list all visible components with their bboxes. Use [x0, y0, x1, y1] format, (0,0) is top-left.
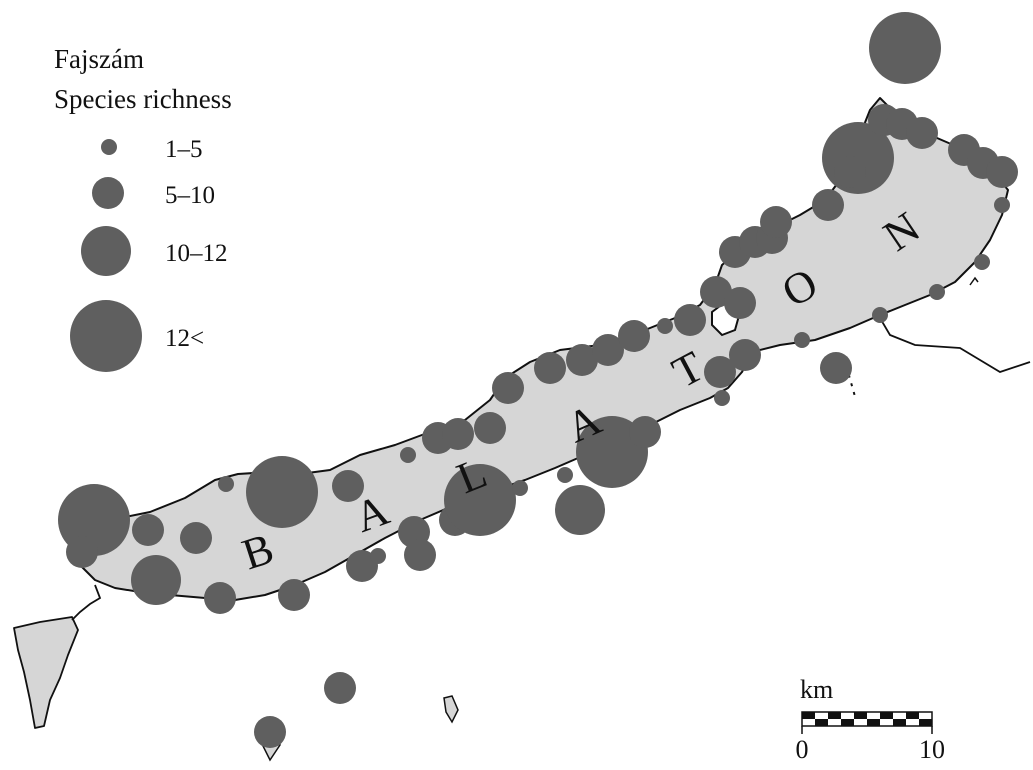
species-richness-marker — [404, 539, 436, 571]
species-richness-marker — [370, 548, 386, 564]
species-richness-marker — [512, 480, 528, 496]
species-richness-marker — [346, 550, 378, 582]
scale-start-label: 0 — [796, 735, 809, 764]
scale-bar-segment — [841, 719, 854, 726]
sio-channel — [879, 317, 1031, 373]
scale-bar-segment — [919, 719, 932, 726]
species-richness-marker — [869, 12, 941, 84]
legend-title-en: Species richness — [54, 84, 232, 114]
scale-end-label: 10 — [919, 735, 945, 764]
species-richness-marker — [714, 390, 730, 406]
species-richness-marker — [592, 334, 624, 366]
species-richness-marker — [557, 467, 573, 483]
species-markers — [58, 12, 1018, 748]
scale-bar-segments — [801, 711, 933, 734]
species-richness-marker — [131, 555, 181, 605]
species-richness-marker — [929, 284, 945, 300]
species-richness-marker — [66, 536, 98, 568]
scale-bar-segment — [815, 712, 828, 719]
scale-bar-frame — [801, 711, 933, 727]
species-richness-marker — [566, 344, 598, 376]
legend-label-class-4: 12< — [165, 325, 204, 352]
zala-river — [71, 584, 102, 621]
scale-bar: km 0 10 — [796, 675, 946, 764]
scale-unit-label: km — [800, 675, 833, 704]
species-richness-marker — [657, 318, 673, 334]
species-richness-marker — [246, 456, 318, 528]
scale-bar-segment — [841, 712, 854, 719]
species-richness-marker — [872, 307, 888, 323]
eastern-stream — [969, 276, 979, 286]
species-richness-marker — [994, 197, 1010, 213]
species-richness-marker — [278, 579, 310, 611]
species-richness-marker — [834, 156, 866, 188]
scale-bar-segment — [880, 719, 893, 726]
species-richness-marker — [812, 189, 844, 221]
species-richness-marker — [332, 470, 364, 502]
species-richness-marker — [674, 304, 706, 336]
legend-symbol-class-4 — [70, 300, 142, 372]
species-richness-marker — [492, 372, 524, 404]
species-richness-marker — [974, 254, 990, 270]
species-richness-marker — [724, 287, 756, 319]
pond-south-3 — [443, 695, 459, 724]
scale-bar-segment — [867, 712, 880, 719]
scale-bar-segment — [828, 712, 841, 719]
legend-label-class-2: 5–10 — [165, 182, 215, 209]
legend: Fajszám Species richness 1–5 5–10 10–12 … — [54, 44, 232, 372]
scale-bar-segment — [880, 712, 893, 719]
species-richness-marker — [442, 418, 474, 450]
legend-label-class-1: 1–5 — [165, 136, 203, 163]
eastern-canal — [841, 357, 857, 401]
species-richness-marker — [986, 156, 1018, 188]
legend-symbol-class-1 — [101, 139, 117, 155]
species-richness-marker — [534, 352, 566, 384]
species-richness-marker — [474, 412, 506, 444]
legend-label-class-3: 10–12 — [165, 240, 228, 267]
species-richness-marker — [729, 339, 761, 371]
species-richness-marker — [180, 522, 212, 554]
scale-bar-segment — [854, 712, 867, 719]
kis-balaton-area — [13, 616, 79, 729]
scale-bar-segment — [828, 719, 841, 726]
species-richness-marker — [204, 582, 236, 614]
species-richness-marker — [794, 332, 810, 348]
scale-bar-segment — [815, 719, 828, 726]
species-richness-marker — [254, 716, 286, 748]
species-richness-marker — [629, 416, 661, 448]
species-richness-marker — [700, 276, 732, 308]
species-richness-marker — [820, 352, 852, 384]
scale-bar-segment — [906, 712, 919, 719]
species-richness-marker — [444, 464, 516, 536]
species-richness-marker — [704, 356, 736, 388]
scale-bar-segment — [893, 719, 906, 726]
species-richness-marker — [132, 514, 164, 546]
legend-symbol-class-3 — [81, 226, 131, 276]
scale-bar-segment — [867, 719, 880, 726]
scale-bar-segment — [893, 712, 906, 719]
scale-bar-segment — [919, 712, 932, 719]
species-richness-marker — [400, 447, 416, 463]
legend-title-hu: Fajszám — [54, 44, 144, 74]
species-richness-marker — [555, 485, 605, 535]
species-richness-marker — [218, 476, 234, 492]
species-richness-marker — [324, 672, 356, 704]
scale-bar-segment — [802, 719, 815, 726]
species-richness-marker — [906, 117, 938, 149]
species-richness-marker — [618, 320, 650, 352]
legend-symbol-class-2 — [92, 177, 124, 209]
scale-bar-segment — [802, 712, 815, 719]
scale-bar-segment — [906, 719, 919, 726]
scale-bar-segment — [854, 719, 867, 726]
species-richness-marker — [760, 206, 792, 238]
